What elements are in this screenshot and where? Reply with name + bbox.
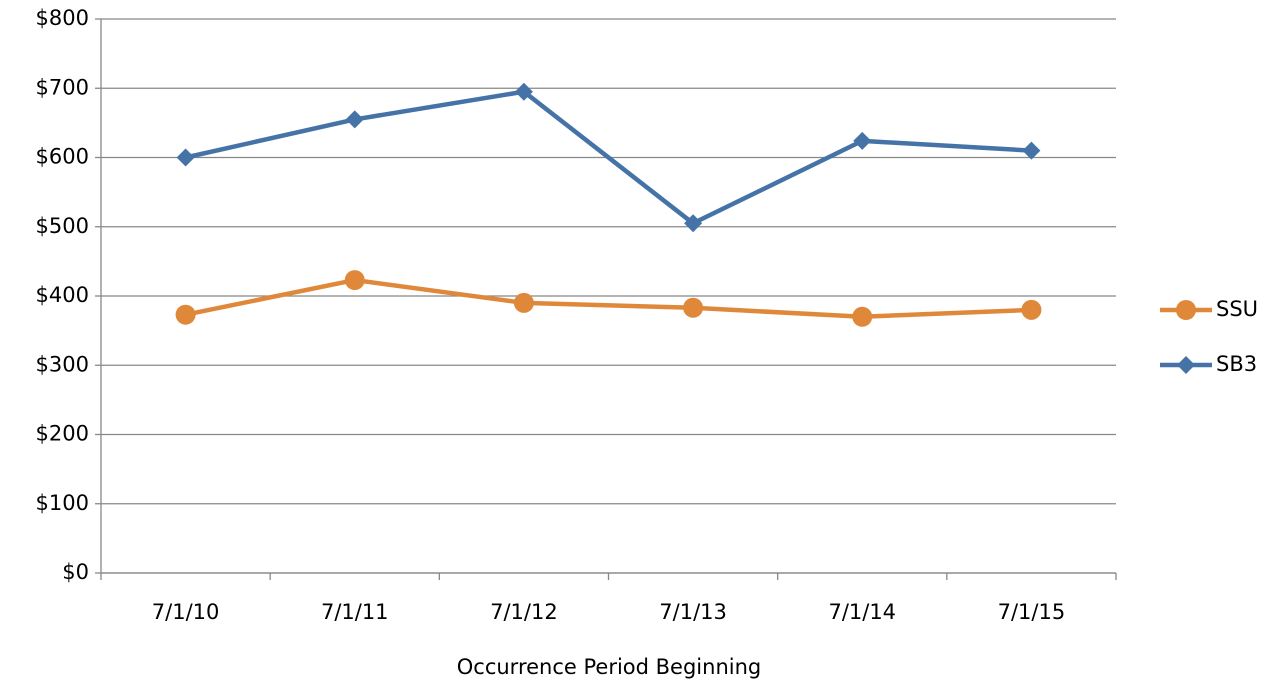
data-point bbox=[344, 270, 365, 291]
series-line bbox=[185, 89, 1032, 226]
x-tick-label: 7/1/15 bbox=[998, 600, 1066, 624]
y-tick-label: $0 bbox=[62, 560, 89, 584]
y-tick-label: $600 bbox=[36, 145, 89, 169]
legend-marker bbox=[1177, 356, 1195, 374]
x-axis-title: Occurrence Period Beginning bbox=[457, 655, 761, 679]
data-point bbox=[1021, 299, 1042, 320]
data-point bbox=[514, 82, 533, 101]
y-tick-label: $200 bbox=[36, 422, 89, 446]
legend-label: SB3 bbox=[1216, 352, 1257, 376]
x-tick-label: 7/1/11 bbox=[321, 600, 389, 624]
data-point bbox=[513, 292, 534, 313]
x-tick-label: 7/1/12 bbox=[490, 600, 558, 624]
y-tick-label: $700 bbox=[36, 75, 89, 99]
data-point bbox=[852, 306, 873, 327]
x-tick-label: 7/1/14 bbox=[828, 600, 896, 624]
data-point bbox=[175, 304, 196, 325]
x-tick-label: 7/1/13 bbox=[659, 600, 727, 624]
legend-marker bbox=[1176, 300, 1196, 320]
legend-label: SSU bbox=[1216, 297, 1258, 321]
data-point bbox=[683, 297, 704, 318]
data-point bbox=[853, 131, 872, 150]
y-tick-label: $500 bbox=[36, 214, 89, 238]
y-tick-label: $100 bbox=[36, 491, 89, 515]
data-point bbox=[345, 110, 364, 129]
x-tick-label: 7/1/10 bbox=[152, 600, 220, 624]
data-point bbox=[1022, 141, 1041, 160]
y-tick-label: $800 bbox=[36, 6, 89, 30]
y-tick-label: $300 bbox=[36, 352, 89, 376]
series-line bbox=[185, 277, 1032, 320]
data-point bbox=[176, 148, 195, 167]
data-point bbox=[684, 214, 703, 233]
y-tick-label: $400 bbox=[36, 283, 89, 307]
